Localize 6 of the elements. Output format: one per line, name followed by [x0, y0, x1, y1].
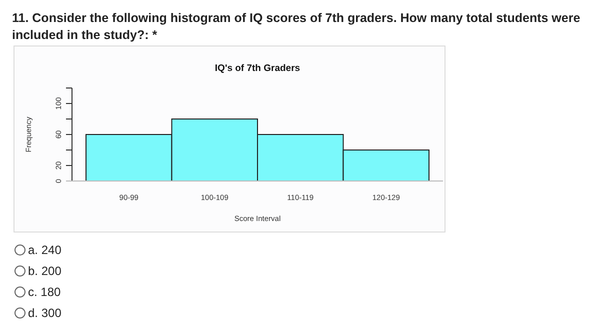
- text: b. 200: [28, 264, 62, 278]
- text: 11. Consider the following histogram of IQ scores of 7th graders. How many total students were included in the study?: *: [12, 11, 580, 42]
- text: d. 300: [28, 306, 62, 320]
- text: c. 180: [28, 285, 62, 299]
- text: a. 240: [28, 243, 62, 257]
- chart-title: IQ's of 7th Graders: [214, 63, 300, 74]
